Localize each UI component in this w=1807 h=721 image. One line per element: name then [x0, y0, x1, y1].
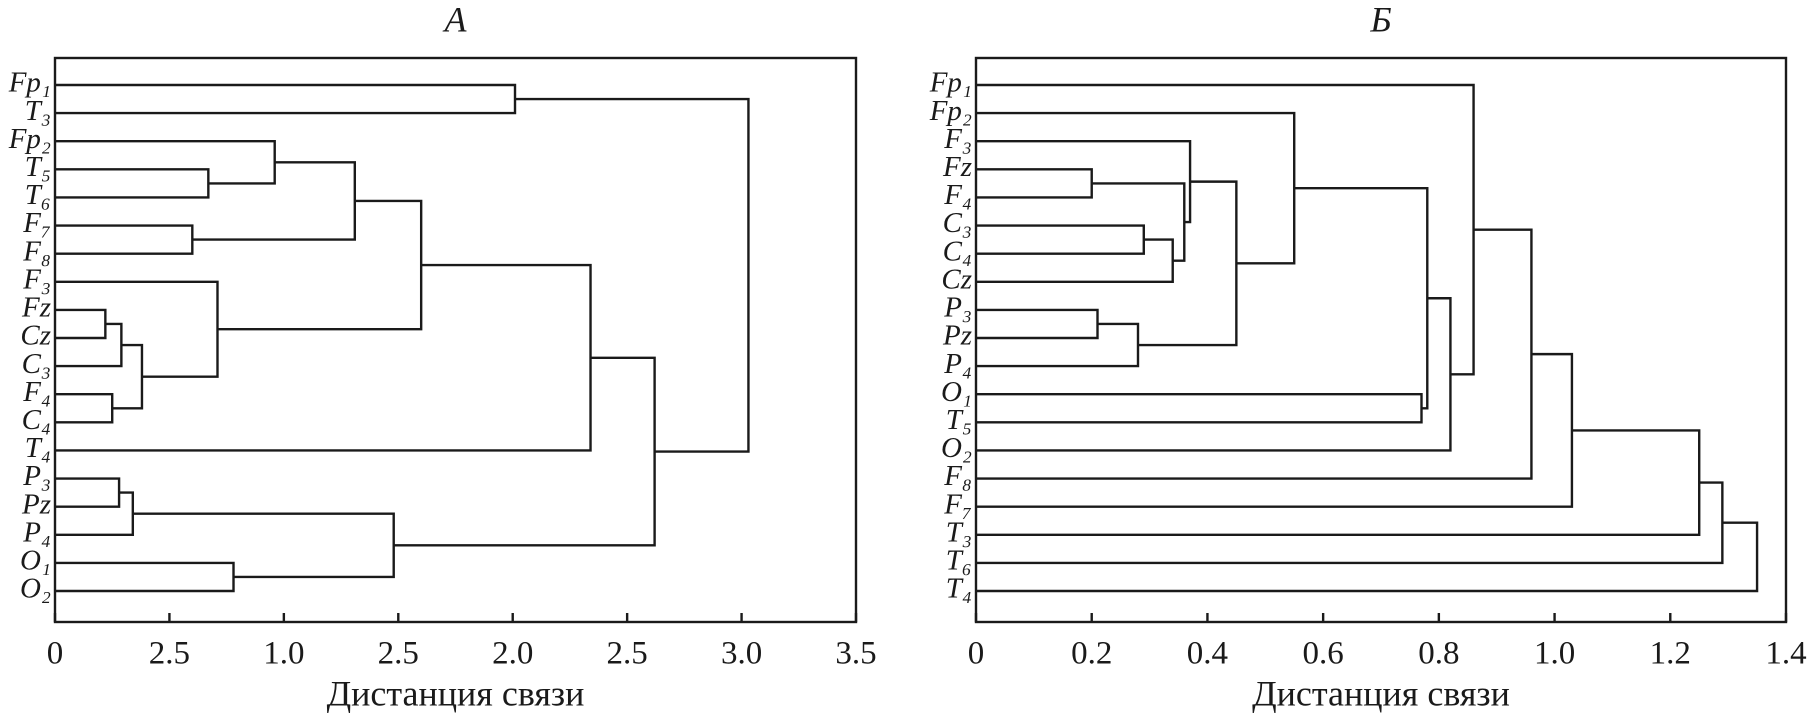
leaf-label: C₄	[22, 404, 51, 436]
x-tick-label: 0.2	[1071, 636, 1112, 672]
dendrogram-link	[1138, 180, 1238, 347]
leaf-label: P₄	[22, 516, 51, 548]
dendrogram-link	[55, 308, 107, 340]
x-tick-label: 2.5	[607, 636, 648, 672]
leaf-label: T₄	[25, 432, 51, 464]
plot-frame	[53, 56, 858, 624]
dendrogram-link	[976, 168, 1093, 199]
dendrogram-link	[976, 238, 1174, 283]
leaf-label: T₅	[946, 404, 972, 436]
dendrogram-link	[55, 322, 123, 368]
leaf-label: T₆	[946, 545, 972, 577]
dendrogram-link	[976, 140, 1192, 224]
dendrogram-link	[976, 308, 1099, 340]
leaf-label: O₂	[20, 573, 51, 605]
x-tick-label: 0.8	[1418, 636, 1459, 672]
plot-frame	[974, 56, 1788, 624]
leaf-label: T₆	[25, 179, 51, 211]
x-tick-label: 0.6	[1303, 636, 1344, 672]
leaf-label: F₃	[22, 263, 51, 295]
dendrogram-link	[55, 561, 235, 593]
dendrogram-link	[55, 263, 592, 452]
dendrogram-link	[976, 481, 1724, 565]
dendrogram-link	[976, 521, 1759, 593]
x-tick-label: 1.4	[1765, 636, 1806, 672]
x-tick-label: 2.5	[149, 636, 190, 672]
dendrogram-link	[976, 111, 1296, 265]
leaf-label: F₄	[22, 376, 51, 408]
leaf-label: Fz	[942, 151, 972, 183]
x-tick-label: 1.0	[263, 636, 304, 672]
leaf-label: F₈	[22, 235, 51, 267]
leaf-label: P₃	[943, 292, 972, 324]
leaf-label: Pz	[21, 488, 51, 520]
leaf-label: P₄	[943, 348, 972, 380]
leaf-label: C₃	[943, 207, 972, 239]
leaf-label: T₄	[946, 573, 972, 605]
x-axis-label: Дистанция связи	[327, 673, 585, 713]
x-tick-label: 2.0	[492, 636, 533, 672]
leaf-label: O₁	[941, 376, 972, 408]
dendrogram-link	[55, 477, 121, 508]
dendrogram-link	[55, 83, 517, 115]
leaf-label: F₄	[943, 179, 972, 211]
dendrogram-link	[112, 343, 144, 410]
dendrogram-link	[976, 228, 1533, 480]
leaf-label: F₇	[943, 488, 972, 520]
dendrogram-link	[55, 393, 114, 424]
leaf-label: Fp₁	[929, 67, 972, 99]
leaf-label: Fp₁	[8, 67, 51, 99]
dendrogram-link	[976, 393, 1423, 424]
x-tick-label: 1.0	[1534, 636, 1575, 672]
leaf-label: F₃	[943, 123, 972, 155]
dendrogram-link	[976, 224, 1145, 255]
dendrogram-link	[976, 322, 1140, 368]
leaf-label: Cz	[20, 320, 51, 352]
dendrogram-link	[55, 280, 219, 378]
x-tick-label: 3.5	[835, 636, 876, 672]
dendrogram-link	[976, 83, 1475, 376]
dendrogram-link	[1091, 182, 1186, 262]
leaf-label: Fp₂	[929, 95, 972, 127]
leaf-label: F₈	[943, 460, 972, 492]
dendrogram-link	[976, 297, 1452, 452]
leaf-label: T₃	[946, 516, 972, 548]
dendrogram-link	[976, 352, 1574, 508]
dendrogram-link	[55, 168, 210, 199]
leaf-label: O₁	[20, 545, 51, 577]
leaf-label: O₂	[941, 432, 972, 464]
leaf-label: C₃	[22, 348, 51, 380]
leaf-label: P₃	[22, 460, 51, 492]
dendrogram-link	[976, 429, 1701, 536]
leaf-label: Fz	[21, 292, 51, 324]
leaf-label: Fp₂	[8, 123, 51, 155]
dendrogram-link	[1294, 187, 1429, 410]
x-tick-label: 3.0	[721, 636, 762, 672]
panel-title: А	[443, 0, 468, 39]
leaf-label: Cz	[941, 263, 972, 295]
leaf-label: Pz	[942, 320, 972, 352]
leaf-label: T₅	[25, 151, 51, 183]
x-tick-label: 2.5	[378, 636, 419, 672]
x-tick-label: 0	[968, 636, 985, 672]
dendrogram-link	[515, 97, 750, 453]
dendrogram-link	[217, 199, 423, 331]
dendrogram-link	[55, 140, 276, 185]
x-tick-label: 1.2	[1650, 636, 1691, 672]
leaf-label: T₃	[25, 95, 51, 127]
x-tick-label: 0.4	[1187, 636, 1228, 672]
x-axis-label: Дистанция связи	[1252, 673, 1510, 713]
panel-title: Б	[1369, 0, 1391, 39]
dendrogram-link	[55, 491, 135, 536]
leaf-label: C₄	[943, 235, 972, 267]
dendrogram-link	[132, 512, 395, 579]
dendrogram-link	[55, 224, 194, 255]
x-tick-label: 0	[47, 636, 64, 672]
leaf-label: F₇	[22, 207, 51, 239]
